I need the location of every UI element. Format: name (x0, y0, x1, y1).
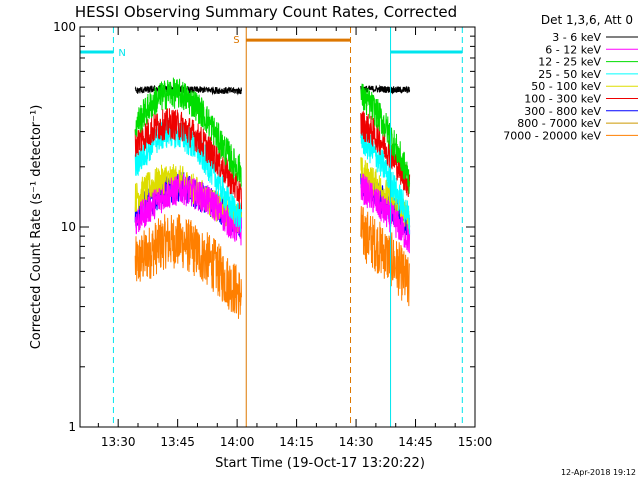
series-trace-1 (360, 173, 411, 254)
chart-title: HESSI Observing Summary Count Rates, Cor… (75, 3, 457, 21)
legend-label: 300 - 800 keV (524, 105, 601, 118)
legend-label: 12 - 25 keV (538, 56, 601, 69)
legend-label: 50 - 100 keV (531, 80, 601, 93)
legend-label: 100 - 300 keV (524, 93, 601, 106)
x-tick-label: 14:30 (339, 435, 374, 449)
legend-title: Det 1,3,6, Att 0 (541, 13, 633, 27)
y-tick-label: 10 (61, 220, 76, 234)
series-trace-5 (134, 108, 242, 210)
series-trace-2 (360, 83, 411, 194)
legend-label: 3 - 6 keV (552, 31, 601, 44)
series-trace-1 (134, 173, 242, 246)
legend-label: 25 - 50 keV (538, 68, 601, 81)
y-tick-label: 100 (53, 20, 76, 34)
legend-label: 800 - 7000 keV (517, 117, 601, 130)
series-trace-0 (360, 84, 411, 95)
legend-label: 6 - 12 keV (545, 43, 601, 56)
night-label: N (118, 48, 125, 59)
x-tick-label: 14:15 (279, 435, 314, 449)
x-tick-label: 15:00 (458, 435, 493, 449)
x-tick-label: 13:30 (101, 435, 136, 449)
generated-timestamp: 12-Apr-2018 19:12 (561, 468, 636, 477)
x-tick-label: 14:45 (398, 435, 433, 449)
x-tick-label: 14:00 (220, 435, 255, 449)
series-trace-3 (360, 126, 411, 235)
y-axis-label: Corrected Count Rate (s⁻¹ detector⁻¹) (29, 105, 44, 350)
series-trace-8 (134, 214, 242, 319)
series-trace-8 (360, 206, 410, 307)
series-trace-2 (134, 77, 242, 188)
series-trace-0 (134, 84, 242, 96)
saa-label: S (233, 35, 239, 46)
y-tick-label: 1 (68, 420, 76, 434)
x-axis-label: Start Time (19-Oct-17 13:20:22) (215, 456, 425, 471)
x-tick-label: 13:45 (160, 435, 195, 449)
legend-label: 7000 - 20000 keV (503, 129, 601, 142)
